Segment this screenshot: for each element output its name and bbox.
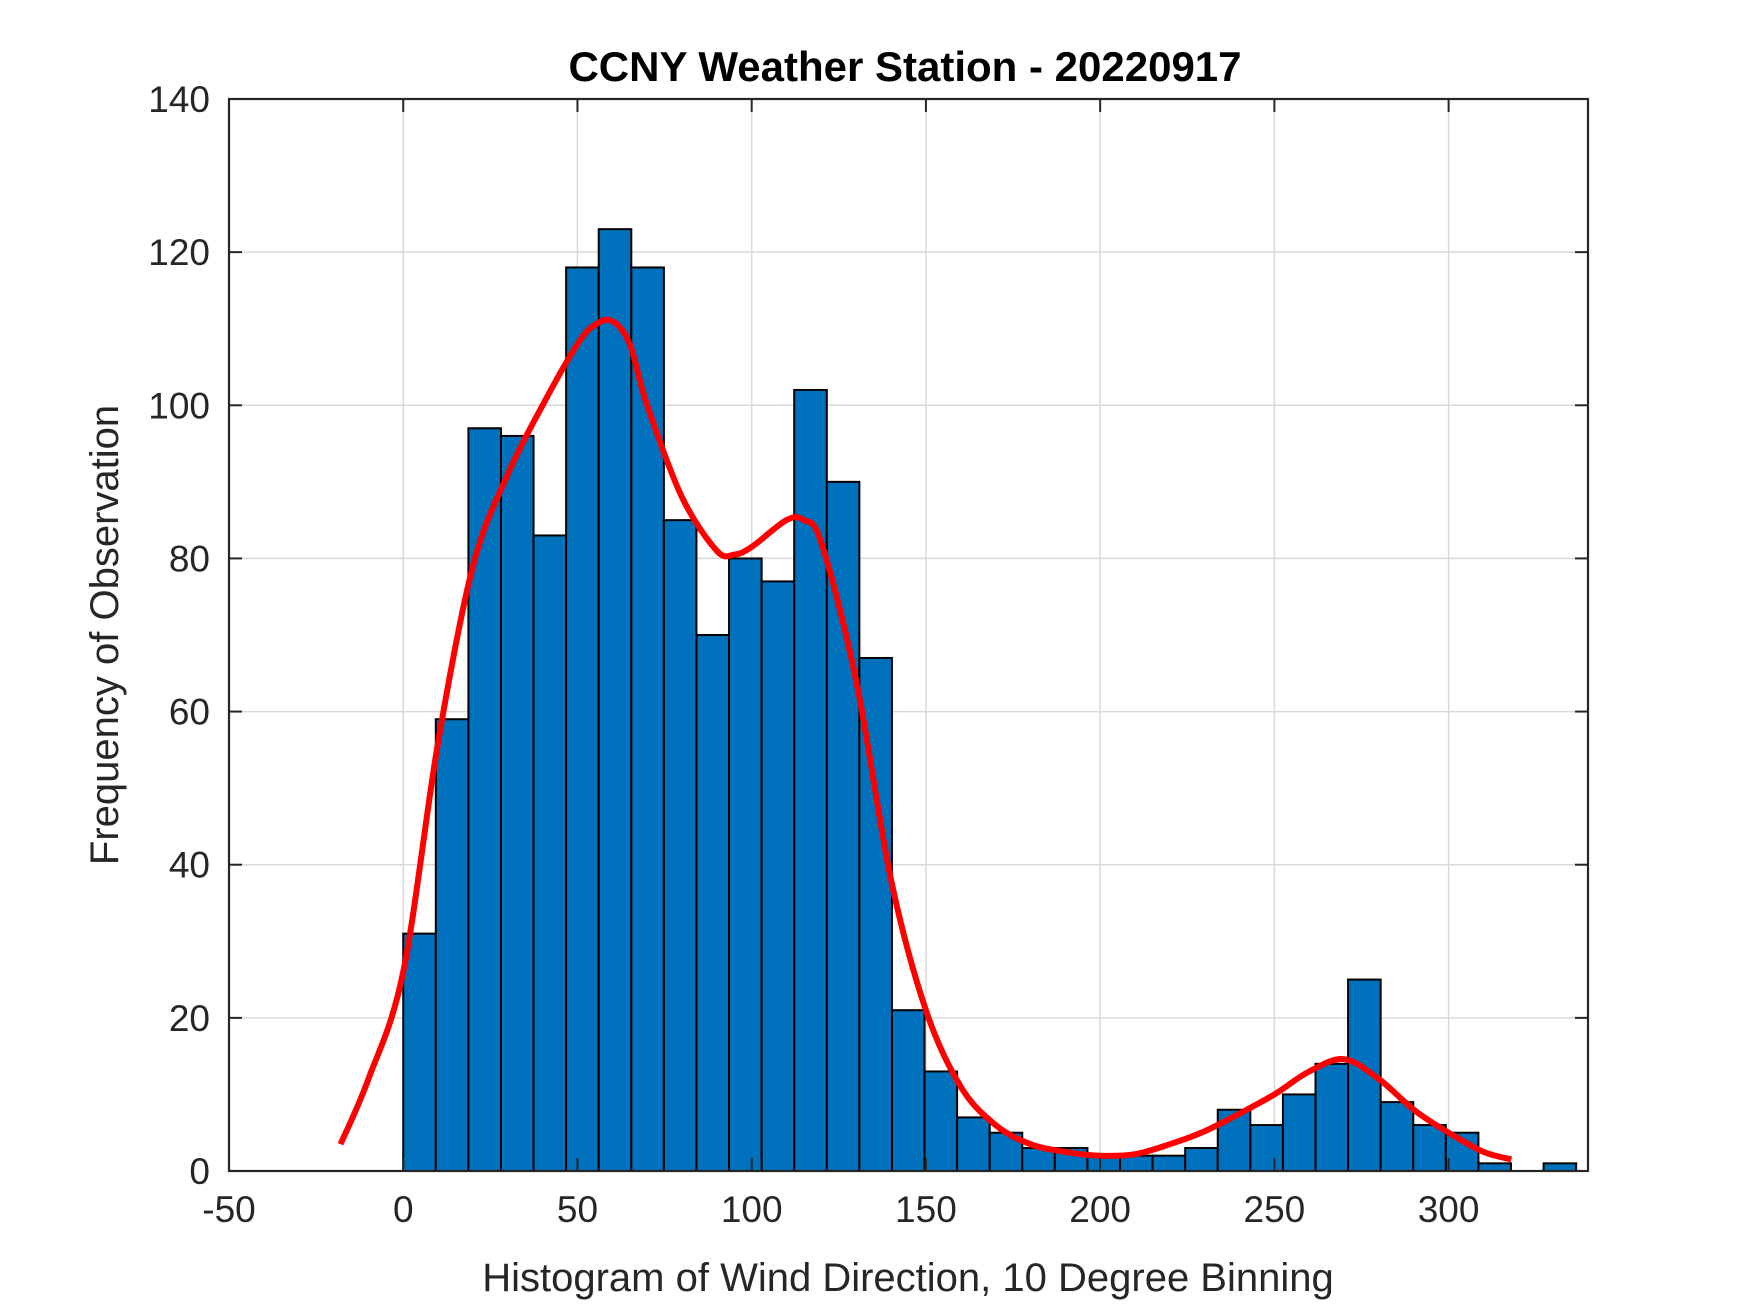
axes-box <box>227 97 1590 1173</box>
histogram-bar <box>923 1070 959 1173</box>
histogram-bar <box>565 266 600 1172</box>
x-tick-label: 300 <box>1418 1189 1480 1230</box>
x-tick-labels: -50 0 50 100 150 200 250 300 <box>202 1189 1479 1230</box>
histogram-bar <box>1281 1093 1317 1173</box>
x-axis-label: Histogram of Wind Direction, 10 Degree B… <box>482 1256 1334 1300</box>
histogram-bar <box>402 932 437 1173</box>
histogram-bar <box>793 388 828 1172</box>
histogram-bar <box>1151 1154 1187 1172</box>
histogram-bar <box>956 1116 991 1173</box>
histogram-bar <box>1184 1147 1219 1172</box>
y-tick-labels: 0 20 40 60 80 100 120 140 <box>148 79 210 1192</box>
x-tick-label: 50 <box>557 1189 598 1230</box>
histogram-bar <box>825 480 861 1173</box>
x-tick-label: 100 <box>721 1189 783 1230</box>
y-tick-label: 120 <box>148 232 210 273</box>
histogram-bar <box>728 557 763 1172</box>
y-tick-label: 100 <box>148 385 210 426</box>
histogram-bar <box>890 1009 926 1173</box>
x-tick-label: 250 <box>1244 1189 1306 1230</box>
x-tick-label: 200 <box>1069 1189 1131 1230</box>
histogram-bar <box>597 228 633 1172</box>
y-tick-label: 20 <box>169 998 210 1039</box>
histogram-bar <box>532 534 568 1172</box>
y-tick-label: 80 <box>169 538 210 579</box>
x-tick-label: 0 <box>393 1189 414 1230</box>
histogram-bar <box>1477 1162 1512 1173</box>
histogram-bar <box>1314 1062 1350 1173</box>
x-tick-label: -50 <box>202 1189 255 1230</box>
axis-ticks <box>228 98 1588 1172</box>
y-tick-label: 140 <box>148 79 210 120</box>
histogram-bar <box>760 580 796 1172</box>
histogram-bar <box>499 434 535 1172</box>
histogram-bar <box>467 427 502 1172</box>
histogram-bar <box>1249 1124 1284 1172</box>
histogram-bar <box>695 634 731 1172</box>
histogram-bar <box>662 519 698 1172</box>
fit-curve-layer <box>337 316 1513 1163</box>
histogram-bar <box>434 718 470 1172</box>
fit-curve-line <box>337 316 1513 1163</box>
histogram-bar <box>1542 1162 1578 1173</box>
y-tick-label: 40 <box>169 845 210 886</box>
y-axis-label: Frequency of Observation <box>83 405 127 865</box>
x-tick-label: 150 <box>895 1189 957 1230</box>
chart-title: CCNY Weather Station - 20220917 <box>568 43 1241 90</box>
y-tick-label: 60 <box>169 692 210 733</box>
histogram-bar <box>1379 1101 1415 1172</box>
histogram-bar <box>1412 1124 1447 1172</box>
y-tick-label: 0 <box>189 1151 210 1192</box>
